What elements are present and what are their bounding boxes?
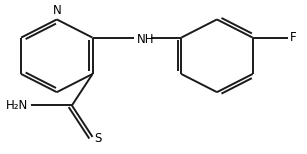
Text: F: F <box>290 31 297 44</box>
Text: S: S <box>95 132 102 145</box>
Text: NH: NH <box>137 33 155 46</box>
Text: H₂N: H₂N <box>6 99 29 112</box>
Text: N: N <box>52 4 61 16</box>
